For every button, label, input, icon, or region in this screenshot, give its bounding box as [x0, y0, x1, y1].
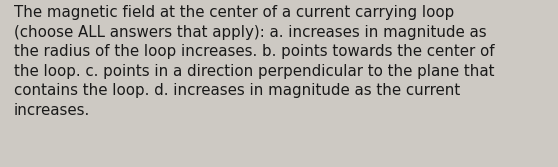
Text: The magnetic field at the center of a current carrying loop
(choose ALL answers : The magnetic field at the center of a cu… — [14, 5, 494, 118]
